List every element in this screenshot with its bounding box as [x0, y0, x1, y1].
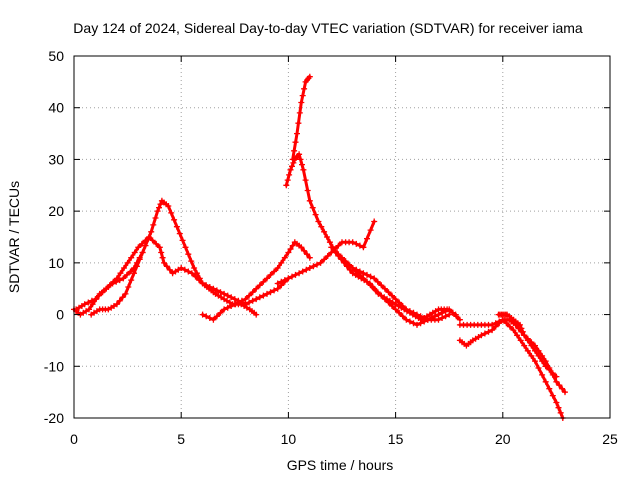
series-trace-g: [274, 218, 378, 287]
plot-frame: [73, 55, 611, 419]
x-tick-label: 5: [177, 431, 185, 447]
x-axis-label: GPS time / hours: [287, 457, 394, 473]
series-trace-k: [456, 316, 566, 421]
y-tick-label: 10: [48, 255, 64, 271]
y-tick-label: -20: [44, 410, 64, 426]
plus-markers: [456, 316, 566, 421]
plus-markers: [199, 239, 313, 323]
plus-markers: [495, 311, 560, 380]
series-trace-d: [199, 239, 313, 323]
y-tick-label: -10: [44, 358, 64, 374]
x-tick-label: 25: [602, 431, 618, 447]
y-tick-label: 30: [48, 151, 64, 167]
plus-markers: [349, 265, 463, 328]
series-trace-c: [88, 249, 146, 318]
series-line: [276, 220, 376, 285]
plus-markers: [283, 151, 459, 323]
y-tick-label: 20: [48, 203, 64, 219]
series-line: [74, 235, 290, 311]
series-trace-f: [289, 73, 313, 163]
chart-title: Day 124 of 2024, Sidereal Day-to-day VTE…: [73, 20, 583, 36]
x-tick-label: 0: [70, 431, 78, 447]
series-trace-b: [73, 234, 292, 313]
y-tick-label: 50: [48, 48, 64, 64]
series-line: [284, 152, 458, 322]
series-trace-e: [283, 151, 459, 323]
y-tick-label: 0: [56, 307, 64, 323]
series-trace-l: [495, 311, 560, 380]
x-tick-label: 10: [281, 431, 297, 447]
series-line: [458, 318, 565, 420]
plus-markers: [73, 234, 292, 313]
series-line: [329, 245, 451, 322]
y-tick-label: 40: [48, 100, 64, 116]
plus-markers: [88, 249, 146, 318]
plus-markers: [289, 73, 313, 163]
x-tick-label: 15: [388, 431, 404, 447]
grid: [74, 56, 610, 418]
plus-markers: [274, 218, 378, 287]
data-series: [71, 73, 568, 421]
series-trace-i: [349, 265, 463, 328]
series-line: [201, 240, 312, 322]
x-tick-label: 20: [495, 431, 511, 447]
y-axis-label: SDTVAR / TECUs: [6, 181, 22, 293]
axis-ticks: 0 5 10 15 20 25 -20 -10 0 10 20 30 40 50: [44, 48, 618, 447]
